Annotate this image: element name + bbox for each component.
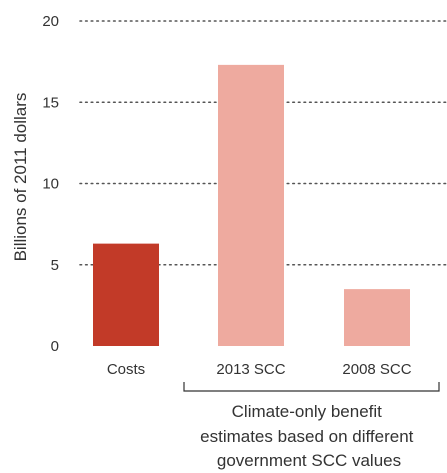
bar bbox=[218, 64, 284, 346]
y-tick-label: 15 bbox=[42, 94, 59, 111]
y-tick-label: 0 bbox=[51, 338, 59, 355]
annotation-bracket bbox=[183, 382, 440, 392]
y-tick-labels: 0 5 10 15 20 bbox=[42, 13, 59, 355]
category-labels: Costs 2013 SCC 2008 SCC bbox=[107, 361, 412, 378]
y-tick-label: 5 bbox=[51, 257, 59, 274]
y-tick-label: 20 bbox=[42, 13, 59, 30]
annotation-line: government SCC values bbox=[217, 451, 401, 470]
category-label: 2013 SCC bbox=[216, 361, 285, 378]
annotation-text: Climate-only benefit estimates based on … bbox=[200, 402, 418, 470]
annotation-line: estimates based on different bbox=[200, 427, 414, 446]
category-label: Costs bbox=[107, 361, 145, 378]
bar bbox=[344, 289, 410, 346]
annotation-line: Climate-only benefit bbox=[232, 402, 383, 421]
bar bbox=[93, 243, 159, 346]
y-axis-label: Billions of 2011 dollars bbox=[11, 93, 30, 262]
category-label: 2008 SCC bbox=[342, 361, 411, 378]
bars bbox=[93, 64, 410, 346]
y-tick-label: 10 bbox=[42, 176, 59, 193]
